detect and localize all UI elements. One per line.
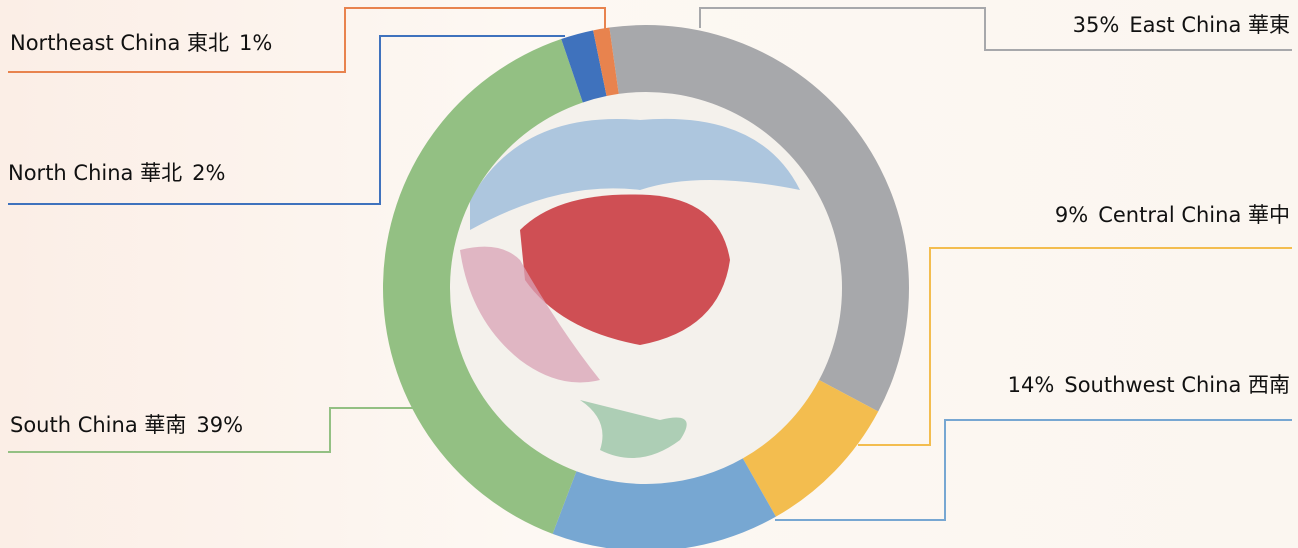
donut-segment <box>552 458 776 548</box>
center-illustration <box>450 92 842 484</box>
category-label: Southwest China 西南 <box>1064 373 1290 397</box>
leader-line <box>699 7 1292 51</box>
segment-label: Northeast China 東北 1% <box>10 31 272 55</box>
leader-line <box>858 247 1292 446</box>
value-label: 2% <box>192 161 225 185</box>
category-label: Central China 華中 <box>1098 203 1290 227</box>
donut-segment <box>383 39 583 534</box>
value-label: 39% <box>196 413 243 437</box>
value-label: 1% <box>239 31 272 55</box>
segment-label: 9% Central China 華中 <box>1055 203 1290 227</box>
segment-label: South China 華南 39% <box>10 413 243 437</box>
segment-label: 14% Southwest China 西南 <box>1008 373 1290 397</box>
category-label: Northeast China 東北 <box>10 31 229 55</box>
segment-label: North China 華北 2% <box>8 161 225 185</box>
leader-line <box>8 35 565 205</box>
donut-segment <box>742 380 879 517</box>
leader-line <box>8 407 418 453</box>
leader-line <box>8 7 606 73</box>
value-label: 35% <box>1073 13 1120 37</box>
category-label: North China 華北 <box>8 161 182 185</box>
donut-segment <box>609 25 909 412</box>
value-label: 9% <box>1055 203 1088 227</box>
donut-segment <box>593 27 619 97</box>
segment-label: 35% East China 華東 <box>1073 13 1290 37</box>
leader-line <box>775 419 1292 521</box>
donut-segment <box>561 30 607 103</box>
category-label: East China 華東 <box>1129 13 1290 37</box>
category-label: South China 華南 <box>10 413 186 437</box>
value-label: 14% <box>1008 373 1055 397</box>
